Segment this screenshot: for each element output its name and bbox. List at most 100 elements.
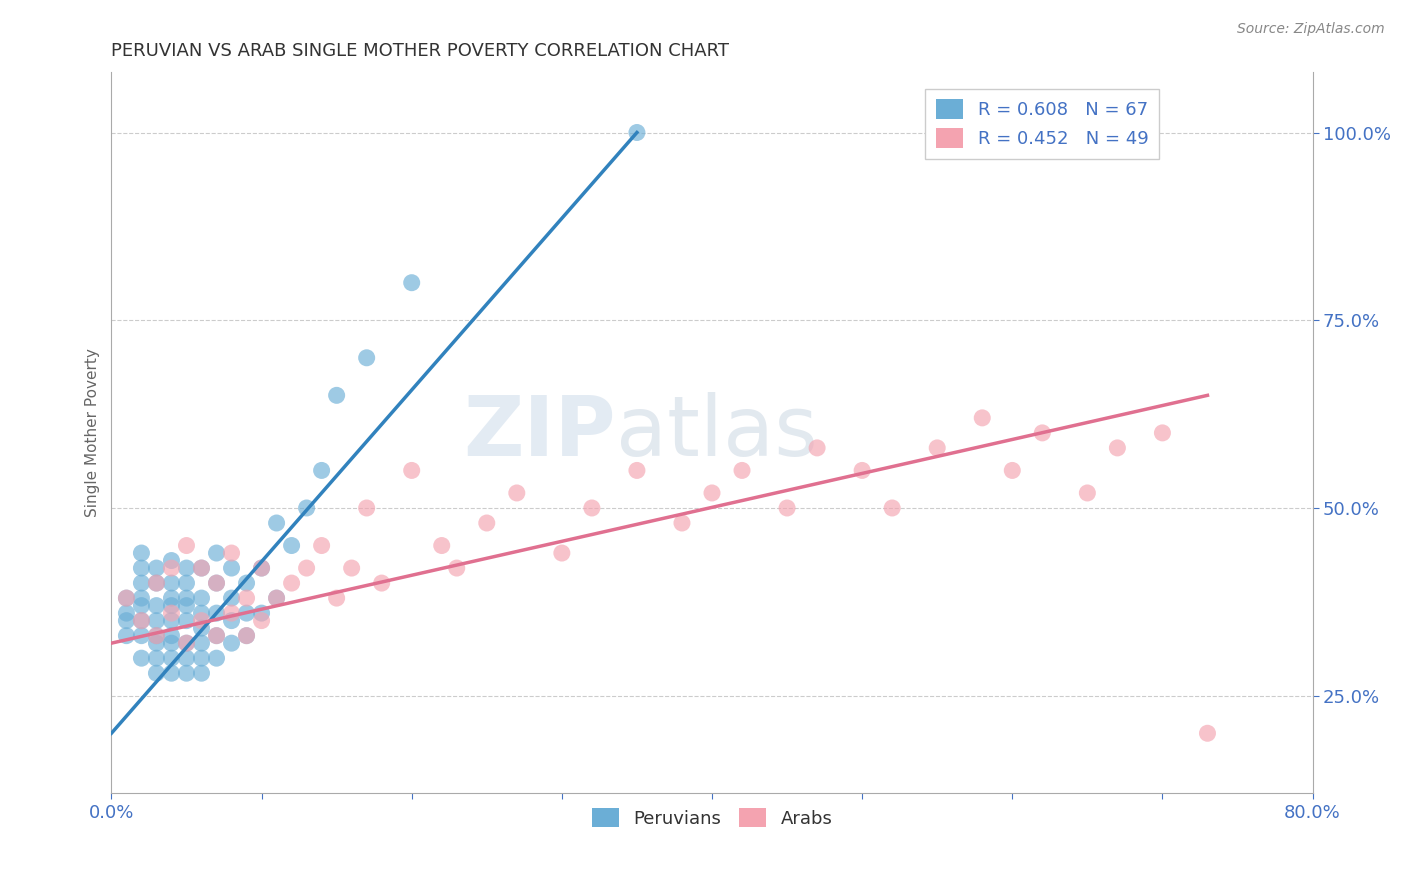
Point — [145, 651, 167, 665]
Point — [1001, 463, 1024, 477]
Text: atlas: atlas — [616, 392, 818, 474]
Point — [235, 629, 257, 643]
Point — [160, 553, 183, 567]
Point — [160, 614, 183, 628]
Point — [221, 636, 243, 650]
Point — [205, 629, 228, 643]
Point — [160, 561, 183, 575]
Point — [626, 463, 648, 477]
Point — [250, 614, 273, 628]
Point — [176, 651, 198, 665]
Point — [115, 591, 138, 606]
Point — [160, 651, 183, 665]
Point — [205, 576, 228, 591]
Point — [176, 614, 198, 628]
Point — [145, 629, 167, 643]
Point — [176, 539, 198, 553]
Point — [356, 500, 378, 515]
Point — [235, 591, 257, 606]
Point — [176, 636, 198, 650]
Point — [927, 441, 949, 455]
Point — [1076, 486, 1098, 500]
Point — [205, 546, 228, 560]
Point — [145, 576, 167, 591]
Point — [176, 666, 198, 681]
Point — [581, 500, 603, 515]
Point — [205, 629, 228, 643]
Point — [551, 546, 574, 560]
Point — [700, 486, 723, 500]
Point — [131, 629, 153, 643]
Point — [280, 576, 302, 591]
Point — [145, 666, 167, 681]
Point — [145, 636, 167, 650]
Point — [131, 651, 153, 665]
Text: ZIP: ZIP — [464, 392, 616, 474]
Point — [235, 576, 257, 591]
Point — [131, 576, 153, 591]
Point — [145, 629, 167, 643]
Point — [446, 561, 468, 575]
Point — [205, 606, 228, 620]
Point — [266, 516, 288, 530]
Point — [160, 599, 183, 613]
Point — [160, 666, 183, 681]
Point — [145, 576, 167, 591]
Point — [190, 561, 212, 575]
Point — [205, 576, 228, 591]
Text: PERUVIAN VS ARAB SINGLE MOTHER POVERTY CORRELATION CHART: PERUVIAN VS ARAB SINGLE MOTHER POVERTY C… — [111, 42, 730, 60]
Point — [190, 621, 212, 635]
Point — [731, 463, 754, 477]
Point — [1197, 726, 1219, 740]
Point — [145, 599, 167, 613]
Point — [115, 614, 138, 628]
Point — [370, 576, 392, 591]
Point — [475, 516, 498, 530]
Point — [115, 591, 138, 606]
Point — [806, 441, 828, 455]
Point — [626, 126, 648, 140]
Point — [205, 651, 228, 665]
Point — [190, 606, 212, 620]
Point — [235, 629, 257, 643]
Text: Source: ZipAtlas.com: Source: ZipAtlas.com — [1237, 22, 1385, 37]
Point — [266, 591, 288, 606]
Point — [1031, 425, 1053, 440]
Point — [115, 606, 138, 620]
Point — [131, 614, 153, 628]
Point — [131, 561, 153, 575]
Point — [221, 561, 243, 575]
Point — [235, 606, 257, 620]
Point — [401, 463, 423, 477]
Point — [972, 410, 994, 425]
Point — [160, 606, 183, 620]
Point — [131, 591, 153, 606]
Point — [160, 636, 183, 650]
Point — [221, 606, 243, 620]
Point — [115, 629, 138, 643]
Point — [190, 666, 212, 681]
Point — [190, 636, 212, 650]
Point — [160, 576, 183, 591]
Point — [1152, 425, 1174, 440]
Point — [295, 500, 318, 515]
Legend: Peruvians, Arabs: Peruvians, Arabs — [585, 800, 839, 835]
Point — [325, 388, 347, 402]
Y-axis label: Single Mother Poverty: Single Mother Poverty — [86, 349, 100, 517]
Point — [250, 561, 273, 575]
Point — [266, 591, 288, 606]
Point — [131, 546, 153, 560]
Point — [311, 539, 333, 553]
Point — [1107, 441, 1129, 455]
Point — [311, 463, 333, 477]
Point — [190, 614, 212, 628]
Point — [221, 614, 243, 628]
Point — [176, 636, 198, 650]
Point — [430, 539, 453, 553]
Point — [776, 500, 799, 515]
Point — [176, 599, 198, 613]
Point — [176, 591, 198, 606]
Point — [506, 486, 529, 500]
Point — [131, 599, 153, 613]
Point — [340, 561, 363, 575]
